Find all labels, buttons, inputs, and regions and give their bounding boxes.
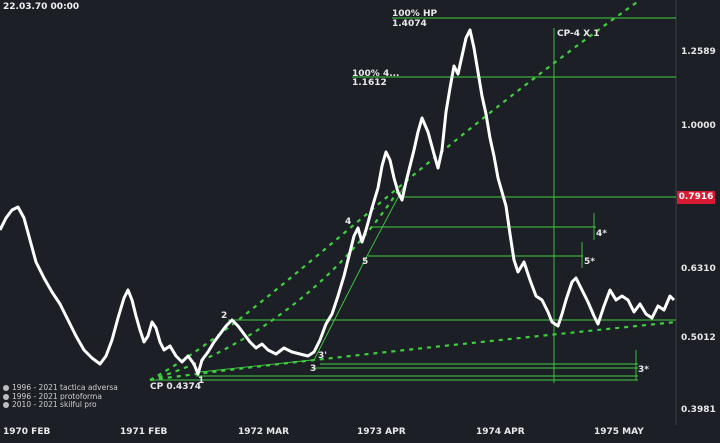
chart-timestamp: 22.03.70 00:00 — [3, 2, 80, 12]
hp-label: 100% HP — [392, 9, 438, 19]
point-1-label: 1 — [198, 376, 205, 386]
trend-solid-1 — [313, 257, 367, 361]
point-2-label: 2 — [221, 311, 228, 321]
point-3star-label: 3* — [638, 365, 649, 375]
projection-lines — [149, 0, 677, 382]
time-tick: 1970 FEB — [3, 427, 51, 437]
time-tick: 1971 FEB — [120, 427, 168, 437]
time-tick: 1972 MAR — [238, 427, 290, 437]
copyright-line: 1996 - 2021 tactica adversa — [3, 383, 118, 393]
price-tick: 1.0000 — [681, 121, 716, 131]
copyright-block: 1996 - 2021 tactica adversa 1996 - 2021 … — [3, 383, 118, 410]
guide-lines — [150, 17, 676, 383]
point-4star-label: 4* — [596, 229, 607, 239]
level-label: 100% 4... — [352, 69, 400, 79]
time-tick: 1973 APR — [357, 427, 406, 437]
hp-value: 1.4074 — [392, 19, 427, 29]
copyright-icon — [3, 393, 9, 400]
copyright-icon — [3, 385, 9, 392]
price-tick: 0.5012 — [681, 333, 716, 343]
price-tick: 0.3981 — [681, 405, 716, 415]
point-3-label: 3 — [310, 364, 317, 374]
cp-origin-label: CP 0.4374 — [150, 382, 202, 392]
copyright-icon — [3, 402, 9, 409]
price-tick: 1.2589 — [681, 47, 716, 57]
point-3prime-label: 3' — [318, 351, 328, 361]
cp-vertical-label: CP-4 X 1 — [557, 29, 600, 39]
level-value: 1.1612 — [352, 78, 387, 88]
price-series-line — [0, 28, 676, 376]
point-5star-label: 5* — [584, 257, 595, 267]
trend-solid-2 — [365, 185, 405, 259]
price-tick: 0.6310 — [681, 264, 716, 274]
time-tick: 1974 APR — [476, 427, 525, 437]
copyright-line: 1996 - 2021 protoforma — [3, 392, 118, 402]
current-price-badge: 0.7916 — [677, 191, 715, 204]
point-5-label: 5 — [362, 257, 369, 267]
upper-projection — [149, 0, 641, 381]
lower-projection — [149, 320, 677, 382]
time-tick: 1975 MAY — [594, 427, 644, 437]
copyright-line: 2010 - 2021 skilful pro — [3, 400, 118, 410]
point-4-label: 4 — [345, 217, 352, 227]
